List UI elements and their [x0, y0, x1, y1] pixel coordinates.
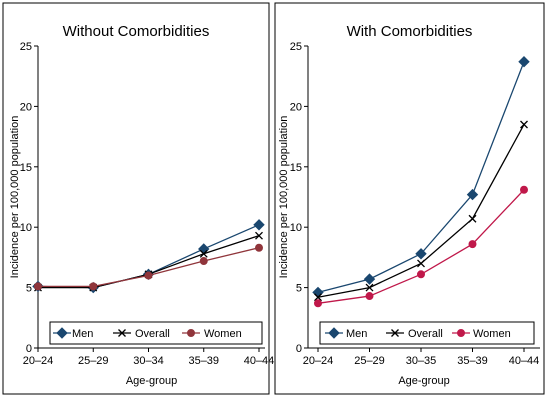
data-point-overall	[365, 283, 374, 292]
x-mark-stroke	[468, 214, 477, 223]
legend-label-women: Women	[204, 328, 242, 340]
data-point-women	[144, 271, 153, 280]
x-tick-label: 25–29	[78, 355, 109, 367]
x-tick-label: 40–44	[244, 355, 275, 367]
legend: Men Overall Women	[49, 321, 263, 345]
data-point-men	[363, 273, 376, 285]
legend-label-overall: Overall	[135, 328, 170, 340]
chart-panel-2: With Comorbidities 0 5 10 15 20 25 20–24 25–29 30…	[274, 2, 545, 395]
data-point-men	[415, 248, 427, 260]
legend-box	[319, 321, 535, 345]
y-tick-label: 15	[20, 162, 32, 174]
y-tick-label: 10	[290, 222, 302, 234]
x-tick-label: 25–29	[354, 355, 385, 367]
x-tick-label: 35–39	[188, 355, 219, 367]
x-mark-stroke	[199, 249, 208, 258]
y-tick-label: 25	[290, 41, 302, 53]
data-point-overall	[199, 249, 208, 258]
data-point-men	[518, 55, 530, 68]
legend-marker-men	[328, 327, 340, 339]
y-tick-label: 25	[20, 41, 32, 53]
x-tick-label: 35–39	[457, 355, 488, 367]
legend-label-men: Men	[346, 328, 367, 340]
data-point-men	[466, 188, 479, 201]
x-tick-label: 20–24	[23, 355, 54, 367]
x-mark-stroke	[314, 293, 322, 302]
chart-title: Without Comorbidities	[63, 23, 210, 40]
data-point-women	[520, 185, 528, 194]
y-tick-label: 5	[26, 283, 32, 295]
x-mark-stroke	[365, 283, 374, 292]
x-axis-label: Age-group	[126, 375, 177, 387]
data-point-women	[34, 282, 42, 291]
x-axis-label: Age-group	[398, 375, 449, 387]
data-point-overall	[520, 120, 528, 129]
y-tick-label: 10	[20, 222, 32, 234]
x-mark-stroke	[520, 120, 528, 129]
x-mark-stroke	[391, 329, 399, 337]
x-tick-label: 30–35	[406, 355, 437, 367]
x-mark-stroke	[417, 259, 425, 268]
x-tick-label: 40–44	[509, 355, 540, 367]
legend-label-women: Women	[473, 328, 511, 340]
legend-marker-overall	[391, 329, 399, 337]
chart-panel-1: Without Comorbidities 0 5 10 15 20 25 20–24 25–2…	[2, 2, 275, 395]
legend-label-overall: Overall	[408, 328, 443, 340]
data-point-women	[255, 243, 263, 252]
y-tick-label: 0	[296, 343, 302, 355]
y-tick-label: 20	[20, 101, 32, 113]
y-tick-label: 0	[26, 343, 32, 355]
legend-marker-overall	[118, 329, 126, 337]
y-tick-label: 15	[290, 162, 302, 174]
data-point-women	[199, 257, 208, 266]
data-point-overall	[468, 214, 477, 223]
data-point-overall	[255, 231, 263, 240]
legend-box	[49, 321, 263, 345]
x-mark-stroke	[118, 329, 126, 337]
legend-marker-women	[187, 329, 195, 337]
data-point-women	[417, 270, 425, 279]
data-point-men	[253, 219, 265, 231]
data-point-overall	[314, 293, 322, 302]
legend-marker-women	[457, 329, 465, 337]
y-tick-label: 5	[296, 283, 302, 295]
x-tick-label: 20–24	[303, 355, 334, 367]
y-axis-label: Incidence per 100,000 population	[278, 116, 290, 279]
legend-label-men: Men	[72, 328, 93, 340]
x-tick-label: 30–34	[133, 355, 164, 367]
legend: Men Overall Women	[319, 321, 535, 345]
data-point-women	[468, 240, 477, 249]
data-point-overall	[417, 259, 425, 268]
data-point-women	[365, 292, 374, 301]
data-point-women	[89, 282, 98, 291]
data-point-women	[314, 299, 322, 308]
y-tick-label: 20	[290, 101, 302, 113]
chart-title: With Comorbidities	[347, 23, 473, 40]
x-mark-stroke	[255, 231, 263, 240]
legend-marker-men	[56, 327, 68, 339]
y-axis-label: Incidence per 100,000 population	[9, 116, 21, 279]
